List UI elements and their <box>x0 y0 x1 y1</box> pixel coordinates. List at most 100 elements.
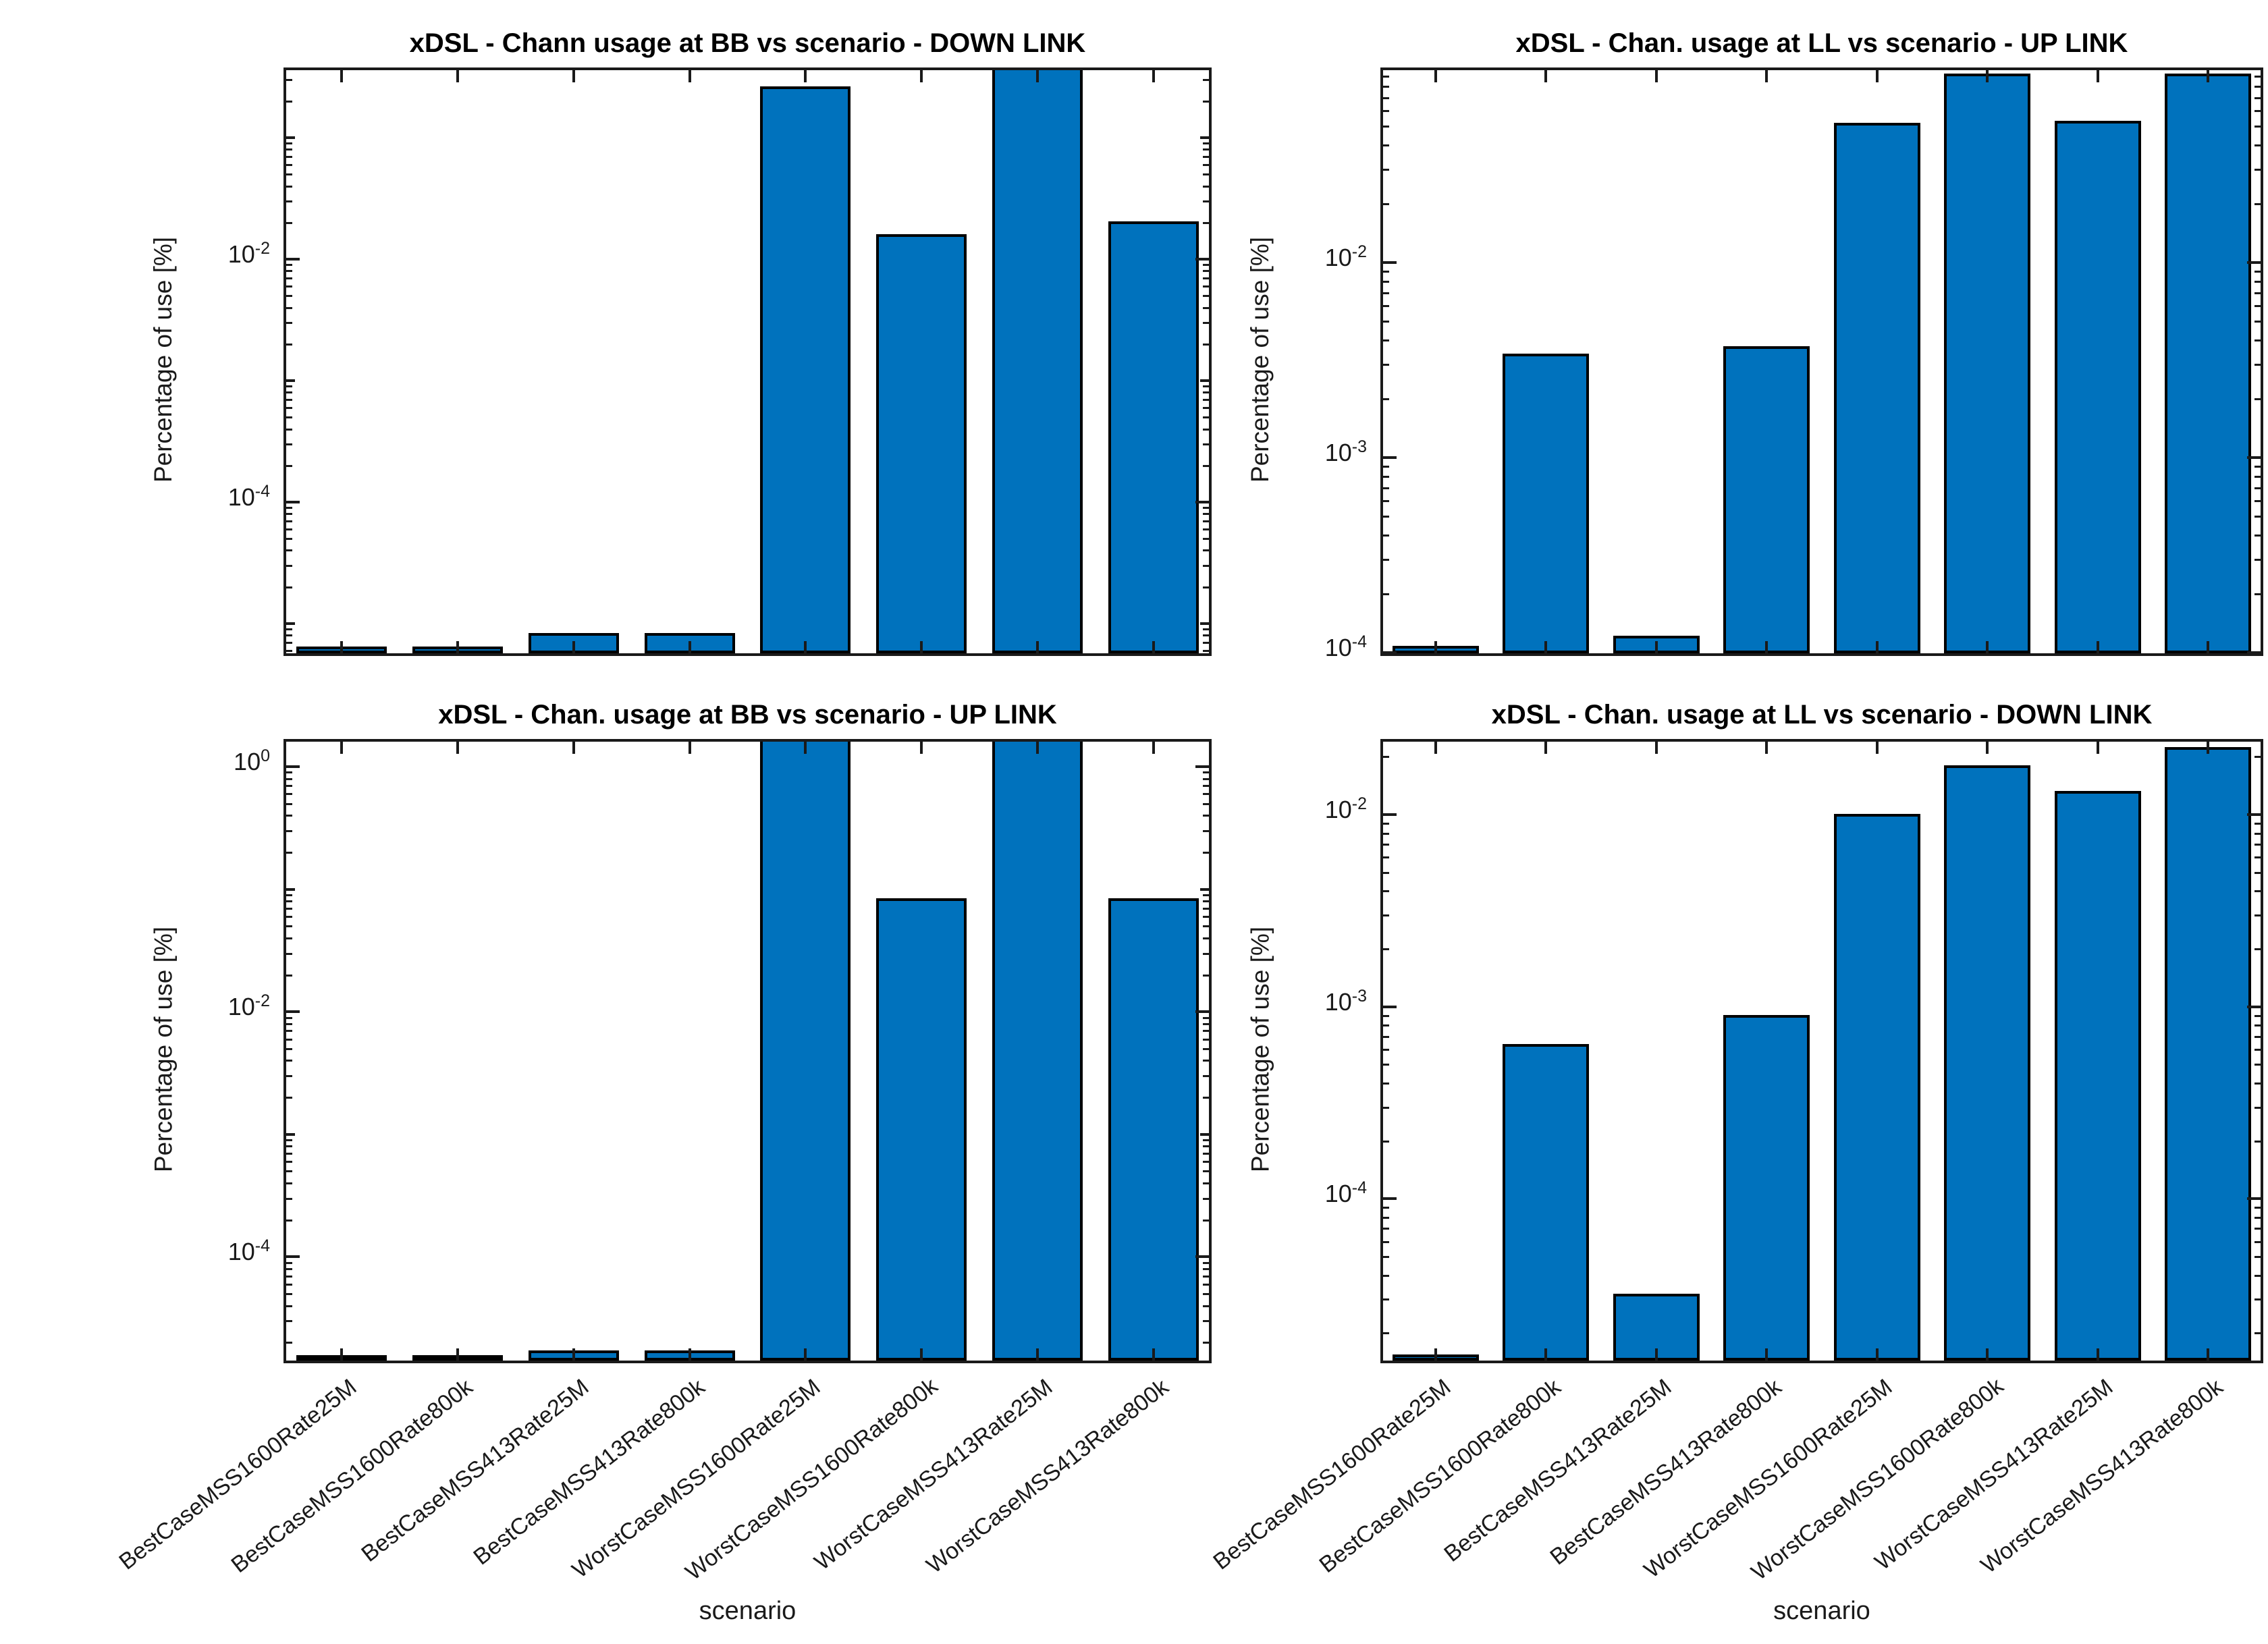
x-tick-bottom <box>456 641 459 653</box>
y-minor-tick-left <box>286 785 292 788</box>
y-minor-tick-left <box>1383 1332 1389 1335</box>
y-minor-tick-right <box>2254 593 2261 596</box>
y-tick-right <box>1195 1255 1209 1259</box>
y-axis-label-bb-uplink: Percentage of use [%] <box>149 926 177 1172</box>
y-minor-tick-right <box>2254 890 2261 893</box>
x-tick-bottom <box>1434 1348 1437 1361</box>
y-minor-tick-right <box>1203 1075 1209 1078</box>
y-minor-tick-right <box>2254 1240 2261 1243</box>
y-minor-tick-right <box>1203 937 1209 939</box>
y-minor-tick-left <box>286 851 292 854</box>
y-minor-tick-left <box>1383 871 1389 874</box>
x-tick-top <box>1765 742 1769 754</box>
y-minor-tick-right <box>2254 823 2261 825</box>
y-tick-right <box>2247 813 2261 817</box>
x-tick-top <box>340 70 343 82</box>
bar-bb-downlink-6 <box>992 70 1083 653</box>
y-minor-tick-right <box>2254 85 2261 88</box>
y-minor-tick-left <box>286 385 292 388</box>
y-minor-tick-left <box>286 322 292 325</box>
y-minor-tick-right <box>2254 398 2261 401</box>
y-tick-label: 10-2 <box>227 238 270 268</box>
bar-bb-uplink-4 <box>760 742 851 1361</box>
y-minor-tick-right <box>1203 306 1209 309</box>
y-tick-left <box>1383 651 1397 653</box>
x-tick-top <box>1544 742 1548 754</box>
y-minor-tick-right <box>1203 185 1209 188</box>
y-tick-left <box>286 1132 295 1136</box>
y-minor-tick-left <box>1383 292 1389 294</box>
y-minor-tick-left <box>1383 1083 1389 1085</box>
y-minor-tick-left <box>1383 1014 1389 1017</box>
y-minor-tick-left <box>286 185 292 188</box>
y-minor-tick-right <box>1203 1267 1209 1270</box>
y-minor-tick-left <box>286 1182 292 1185</box>
y-minor-tick-right <box>2254 948 2261 951</box>
y-tick-label: 10-4 <box>1324 1178 1367 1208</box>
y-minor-tick-left <box>1383 466 1389 468</box>
y-minor-tick-left <box>1383 1024 1389 1027</box>
x-tick-top <box>688 70 691 82</box>
y-minor-tick-right <box>1203 802 1209 805</box>
y-minor-tick-left <box>1383 1240 1389 1243</box>
y-tick-left <box>286 1010 300 1014</box>
y-minor-tick-right <box>2254 169 2261 171</box>
y-minor-tick-left <box>1383 832 1389 835</box>
y-tick-right <box>2247 651 2261 653</box>
x-tick-top <box>1986 742 1989 754</box>
y-minor-tick-right <box>1203 528 1209 530</box>
y-minor-tick-left <box>286 641 292 644</box>
bar-ll-downlink-3 <box>1723 1014 1810 1361</box>
y-minor-tick-right <box>1203 1275 1209 1278</box>
y-minor-tick-left <box>286 1197 292 1200</box>
y-minor-tick-right <box>2254 516 2261 518</box>
y-minor-tick-right <box>1203 398 1209 401</box>
y-minor-tick-right <box>1203 1182 1209 1185</box>
y-minor-tick-left <box>286 520 292 522</box>
y-minor-tick-left <box>286 538 292 541</box>
x-tick-top <box>456 742 459 754</box>
x-tick-bottom <box>1986 641 1989 653</box>
y-minor-tick-left <box>1383 364 1389 366</box>
x-tick-bottom <box>1152 1348 1156 1361</box>
y-minor-tick-right <box>1203 538 1209 541</box>
y-tick-right <box>1200 887 1209 891</box>
y-tick-right <box>1195 257 1209 261</box>
y-minor-tick-right <box>1203 391 1209 394</box>
y-minor-tick-left <box>286 1293 292 1296</box>
x-tick-top <box>340 742 343 754</box>
y-minor-tick-left <box>286 1030 292 1033</box>
y-minor-tick-right <box>1203 974 1209 977</box>
x-tick-bottom <box>1434 641 1437 653</box>
x-tick-bottom <box>2096 641 2099 653</box>
y-minor-tick-left <box>1383 948 1389 951</box>
y-minor-tick-left <box>1383 398 1389 401</box>
y-minor-tick-right <box>1203 628 1209 631</box>
y-minor-tick-left <box>286 1038 292 1041</box>
y-minor-tick-left <box>1383 1140 1389 1143</box>
y-minor-tick-left <box>286 1320 292 1323</box>
chart-title-bb-uplink: xDSL - Chan. usage at BB vs scenario - U… <box>438 700 1057 730</box>
x-tick-bottom <box>1152 641 1156 653</box>
y-tick-left <box>286 1255 300 1259</box>
y-minor-tick-left <box>286 1152 292 1155</box>
bar-bb-downlink-7 <box>1108 221 1199 653</box>
y-minor-tick-right <box>1203 1305 1209 1307</box>
y-minor-tick-right <box>2254 305 2261 308</box>
y-minor-tick-left <box>286 649 292 652</box>
y-tick-right <box>1200 136 1209 140</box>
x-tick-bottom <box>1036 1348 1040 1361</box>
y-axis-label-ll-downlink: Percentage of use [%] <box>1246 926 1274 1172</box>
y-minor-tick-left <box>1383 914 1389 916</box>
y-minor-tick-right <box>2254 364 2261 366</box>
y-minor-tick-right <box>2254 914 2261 916</box>
y-minor-tick-right <box>1203 641 1209 644</box>
y-minor-tick-right <box>2254 1014 2261 1017</box>
x-tick-bottom <box>1765 641 1769 653</box>
y-minor-tick-right <box>2254 1024 2261 1027</box>
y-minor-tick-right <box>1203 1145 1209 1148</box>
y-minor-tick-right <box>2254 832 2261 835</box>
y-minor-tick-right <box>1203 1097 1209 1099</box>
y-minor-tick-left <box>286 416 292 419</box>
y-minor-tick-left <box>286 907 292 910</box>
